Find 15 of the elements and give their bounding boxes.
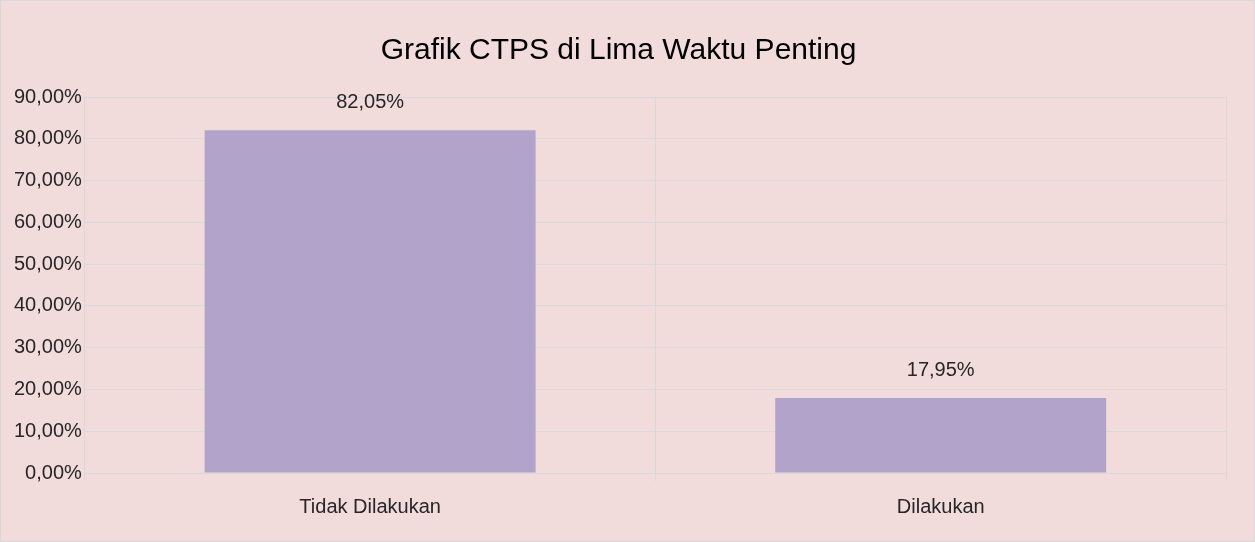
y-tick-label: 0,00% [25, 460, 83, 483]
data-label: 82,05% [336, 89, 405, 112]
x-tick-label: Tidak Dilakukan [299, 494, 441, 517]
y-tick-label: 50,00% [13, 251, 83, 274]
chart-title: Grafik CTPS di Lima Waktu Penting [380, 32, 857, 66]
data-label: 17,95% [906, 357, 975, 380]
y-tick-label: 90,00% [13, 84, 83, 107]
y-tick-label: 30,00% [13, 335, 83, 358]
x-tick-label: Dilakukan [896, 494, 985, 517]
y-tick-label: 80,00% [13, 126, 83, 149]
y-tick-label: 70,00% [13, 168, 83, 191]
y-tick-label: 60,00% [13, 209, 83, 232]
y-tick-label: 20,00% [13, 376, 83, 399]
y-tick-label: 10,00% [13, 418, 83, 441]
y-tick-label: 40,00% [13, 293, 83, 316]
